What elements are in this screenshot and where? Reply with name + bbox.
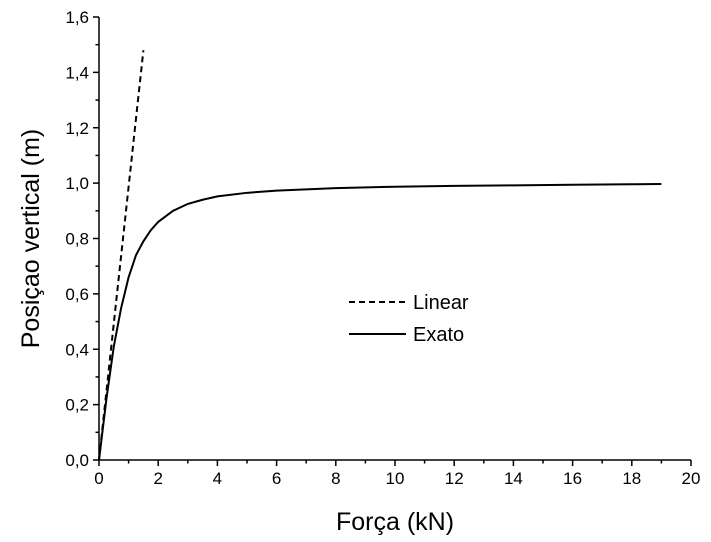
y-tick-label: 0,2: [65, 396, 89, 415]
x-tick-label: 16: [563, 469, 582, 488]
legend-label-linear: Linear: [413, 292, 469, 314]
y-tick-label: 1,0: [65, 174, 89, 193]
plot-area: [98, 17, 691, 461]
y-tick-label: 0,0: [65, 451, 89, 470]
y-axis-title: Posiçao vertical (m): [17, 129, 45, 349]
y-tick-label: 1,6: [65, 8, 89, 27]
x-tick-label: 10: [386, 469, 405, 488]
x-axis-title: Força (kN): [336, 508, 454, 536]
series-linear-line: [98, 50, 145, 461]
series-exato-line: [98, 182, 662, 461]
x-tick-label: 18: [622, 469, 641, 488]
x-tick-label: 20: [682, 469, 701, 488]
x-axis: 0 2 4 6 8 10 12 14 16 18 20: [94, 460, 700, 488]
y-axis: 0,0 0,2 0,4 0,6 0,8 1,0 1,2 1,4 1,6: [65, 8, 99, 470]
y-tick-label: 0,4: [65, 340, 89, 359]
legend-label-exato: Exato: [413, 324, 464, 346]
x-tick-label: 6: [272, 469, 281, 488]
x-tick-label: 4: [213, 469, 222, 488]
x-tick-label: 8: [331, 469, 340, 488]
x-tick-label: 0: [94, 469, 103, 488]
y-tick-label: 1,2: [65, 119, 89, 138]
x-tick-label: 12: [445, 469, 464, 488]
legend: Linear Exato: [349, 292, 469, 346]
y-tick-label: 1,4: [65, 63, 89, 82]
series-group: [98, 50, 662, 461]
y-tick-label: 0,6: [65, 285, 89, 304]
x-tick-label: 2: [153, 469, 162, 488]
y-tick-label: 0,8: [65, 230, 89, 249]
x-tick-label: 14: [504, 469, 523, 488]
